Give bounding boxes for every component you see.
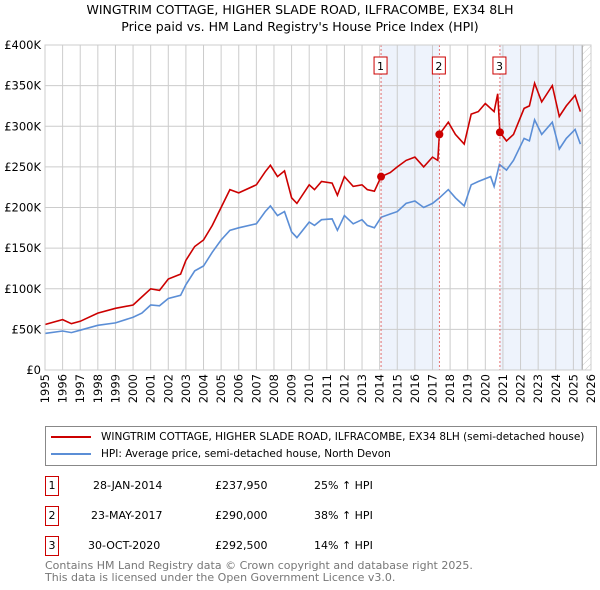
- legend-swatch-property: [51, 436, 91, 438]
- sale-label-box: [492, 56, 507, 75]
- x-tick-label: 1995: [38, 374, 52, 403]
- footer-attribution: Contains HM Land Registry data © Crown c…: [45, 560, 473, 584]
- x-tick-label: 1998: [91, 374, 105, 403]
- x-tick-label: 2001: [144, 374, 158, 403]
- legend-label-hpi: HPI: Average price, semi-detached house,…: [101, 448, 391, 460]
- sale-marker-badge: 1: [45, 476, 59, 496]
- y-tick-label: £300K: [4, 119, 41, 133]
- sale-marker-badge: 3: [45, 536, 59, 556]
- x-tick-label: 2023: [531, 374, 545, 403]
- sale-marker-badge: 2: [45, 506, 59, 526]
- sale-row: 1 28-JAN-2014 £237,950 25% ↑ HPI: [45, 476, 445, 496]
- x-tick-label: 1999: [108, 374, 122, 403]
- y-tick-label: £150K: [4, 241, 41, 255]
- x-tick-label: 2021: [496, 374, 510, 403]
- sale-label: 2: [435, 60, 442, 73]
- series-line: [44, 117, 582, 335]
- x-tick-label: 2007: [249, 374, 263, 403]
- price-chart: 1 2 3 1995 1996 1997 1998 1999 2000 2001 2002 2003 2…: [4, 38, 598, 403]
- footer-line: This data is licensed under the Open Gov…: [45, 571, 396, 584]
- x-tick-label: 2010: [302, 374, 316, 403]
- x-tick-label: 2004: [197, 374, 211, 403]
- sale-price: £237,950: [215, 479, 268, 492]
- chart-title: WINGTRIM COTTAGE, HIGHER SLADE ROAD, ILF…: [86, 2, 514, 17]
- x-tick-label: 2006: [232, 374, 246, 403]
- x-tick-label: 2012: [337, 374, 351, 403]
- y-tick-label: £250K: [4, 160, 41, 174]
- sale-label-box: [373, 56, 388, 75]
- x-tick-label: 2018: [443, 374, 457, 403]
- x-tick-label: 2015: [390, 374, 404, 403]
- x-tick-label: 2013: [355, 374, 369, 403]
- sale-point: [495, 128, 504, 137]
- y-tick-label: £400K: [4, 38, 41, 52]
- sale-price: £292,500: [215, 539, 268, 552]
- y-tick-label: £100K: [4, 282, 41, 296]
- sale-point: [377, 172, 386, 181]
- x-tick-label: 2019: [461, 374, 475, 403]
- x-tick-label: 2011: [320, 374, 334, 403]
- x-tick-label: 2022: [514, 374, 528, 403]
- sale-hpi-diff: 38% ↑ HPI: [314, 509, 373, 522]
- sale-date: 30-OCT-2020: [88, 539, 161, 552]
- sale-hpi-diff: 14% ↑ HPI: [314, 539, 373, 552]
- sale-row: 2 23-MAY-2017 £290,000 38% ↑ HPI: [45, 506, 445, 526]
- plot-frame: [44, 44, 592, 371]
- x-tick-label: 2024: [549, 374, 563, 403]
- x-tick-label: 2000: [126, 374, 140, 403]
- legend-label-property: WINGTRIM COTTAGE, HIGHER SLADE ROAD, ILF…: [101, 431, 585, 443]
- x-tick-label: 2005: [214, 374, 228, 403]
- x-tick-label: 2002: [161, 374, 175, 403]
- sale-label-box: [431, 56, 446, 75]
- legend: WINGTRIM COTTAGE, HIGHER SLADE ROAD, ILF…: [45, 426, 597, 466]
- sale-hpi-diff: 25% ↑ HPI: [314, 479, 373, 492]
- sale-date: 23-MAY-2017: [91, 509, 163, 522]
- chart-subtitle: Price paid vs. HM Land Registry's House …: [121, 19, 479, 34]
- x-tick-label: 2016: [408, 374, 422, 403]
- x-tick-label: 2009: [285, 374, 299, 403]
- x-tick-label: 1996: [56, 374, 70, 403]
- legend-swatch-hpi: [51, 453, 91, 455]
- x-tick-label: 2025: [566, 374, 580, 403]
- sale-label: 3: [496, 60, 503, 73]
- x-tick-label: 2017: [425, 374, 439, 403]
- sale-row: 3 30-OCT-2020 £292,500 14% ↑ HPI: [45, 536, 445, 556]
- sale-date: 28-JAN-2014: [93, 479, 163, 492]
- y-tick-label: £200K: [4, 201, 41, 215]
- y-tick-label: £0: [26, 363, 41, 377]
- x-tick-label: 2020: [478, 374, 492, 403]
- y-tick-label: £50K: [12, 322, 42, 336]
- sale-point: [435, 130, 444, 139]
- x-tick-label: 1997: [73, 374, 87, 403]
- sale-label: 1: [377, 60, 384, 73]
- x-tick-label: 2008: [267, 374, 281, 403]
- x-tick-label: 2014: [373, 374, 387, 403]
- y-tick-label: £350K: [4, 79, 41, 93]
- sale-price: £290,000: [215, 509, 268, 522]
- footer-line: Contains HM Land Registry data © Crown c…: [45, 559, 473, 572]
- x-tick-label: 2026: [584, 374, 598, 403]
- x-tick-label: 2003: [179, 374, 193, 403]
